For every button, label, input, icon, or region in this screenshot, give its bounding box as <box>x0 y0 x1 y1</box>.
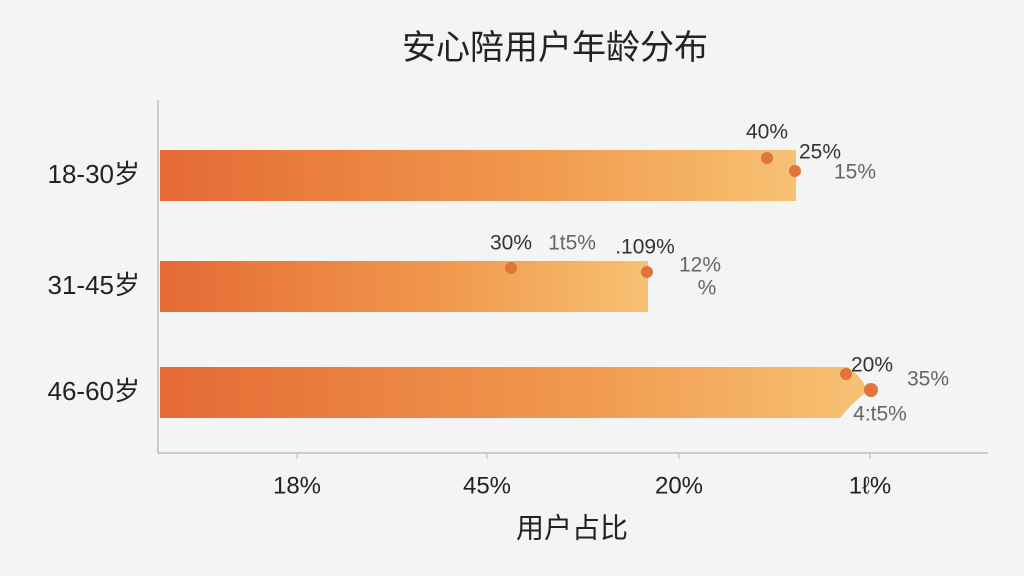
annotation: 25% <box>799 141 841 164</box>
markers <box>505 152 878 397</box>
annotation: 20% <box>851 354 893 377</box>
annotation: 30% <box>490 232 532 255</box>
x-tick-label: 18% <box>273 472 321 499</box>
x-tick-label: 20% <box>655 472 703 499</box>
chart-title: 安心陪用户年龄分布 <box>402 29 708 67</box>
x-axis-title: 用户占比 <box>516 512 628 543</box>
marker <box>641 266 653 278</box>
annotation: 1t5% <box>548 232 596 255</box>
marker <box>864 383 878 397</box>
category-label: 46-60岁 <box>48 376 141 406</box>
x-tick-label: 1ℓ% <box>849 472 891 499</box>
bar <box>160 261 648 312</box>
marker <box>761 152 773 164</box>
annotation: 4:t5% <box>853 403 907 426</box>
annotation: 35% <box>907 368 949 391</box>
category-label: 31-45岁 <box>48 270 141 300</box>
annotation: 15% <box>834 161 876 184</box>
annotation: 40% <box>746 121 788 144</box>
marker <box>505 262 517 274</box>
annotation: % <box>698 277 717 300</box>
bar <box>160 150 796 201</box>
bar <box>160 367 866 418</box>
annotation: .109% <box>615 236 675 259</box>
annotation: 12% <box>679 254 721 277</box>
category-label: 18-30岁 <box>48 159 141 189</box>
marker <box>840 368 852 380</box>
marker <box>789 165 801 177</box>
x-tick-label: 45% <box>463 472 511 499</box>
